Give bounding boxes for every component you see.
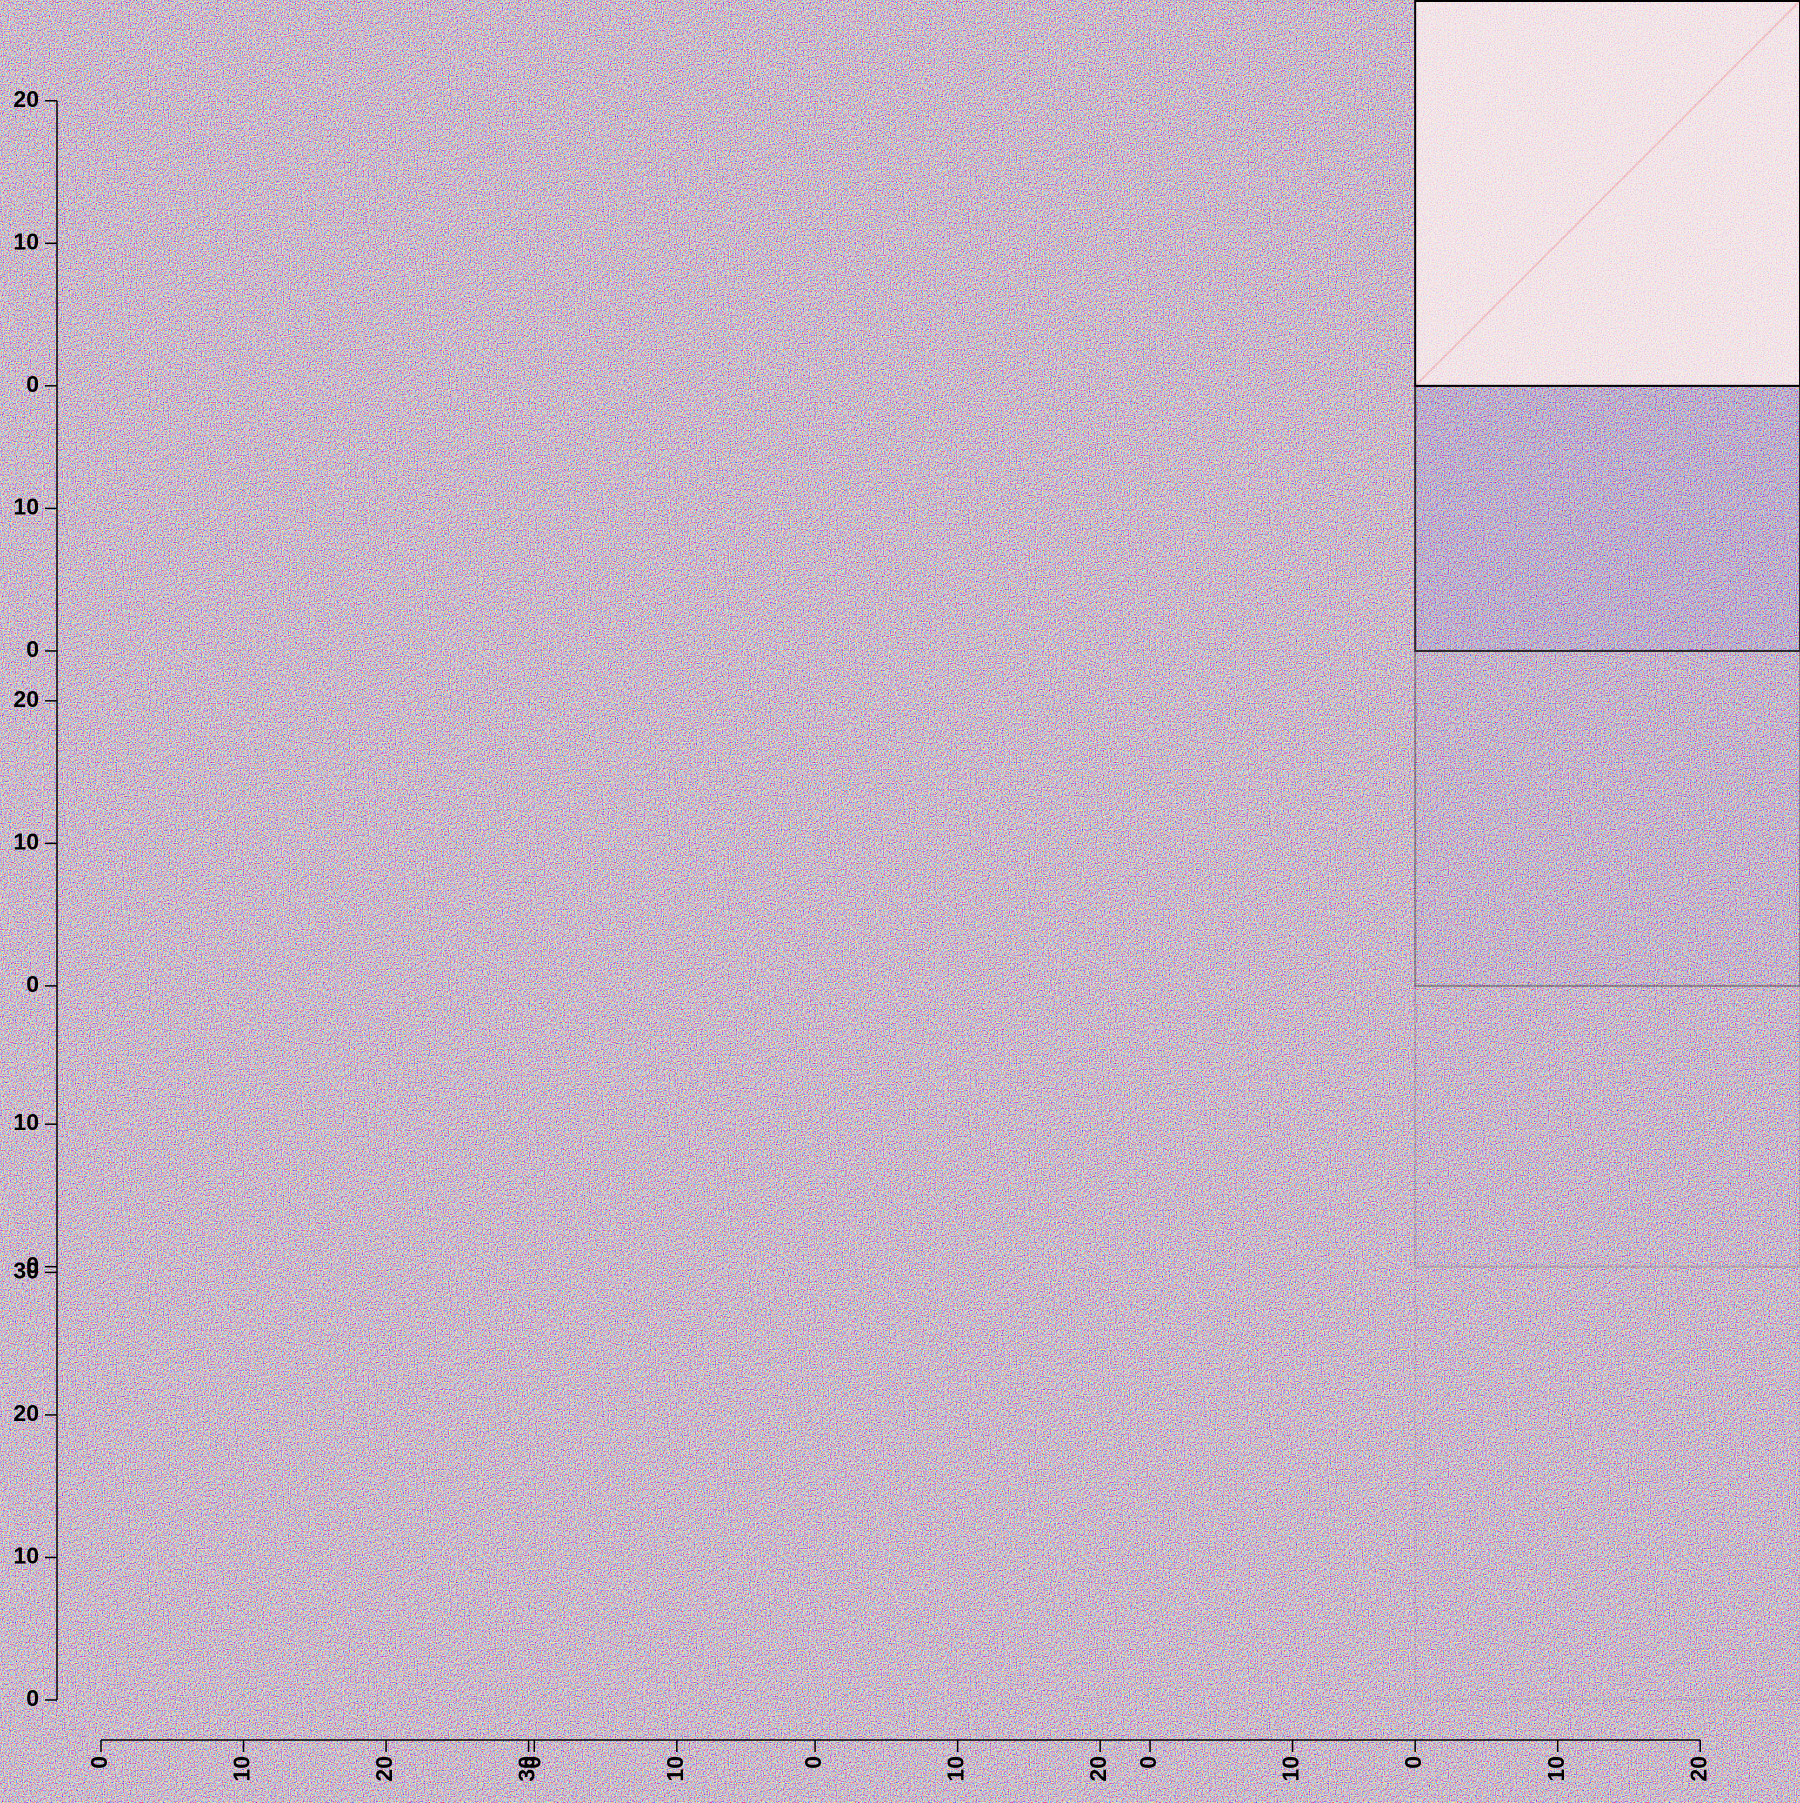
x-tick-label: 0 (1400, 1756, 1426, 1769)
y-tick-label: 10 (13, 828, 39, 854)
heatmap-noise (534, 650, 816, 986)
heatmap-noise (1150, 650, 1416, 986)
x-tick-label: 10 (1543, 1756, 1569, 1782)
x-tick-label: 10 (229, 1756, 255, 1782)
x-tick-label: 0 (800, 1756, 826, 1769)
x-tick-label: 10 (662, 1756, 688, 1782)
heatmap-noise (815, 1266, 1151, 1700)
x-tick-label: 0 (519, 1756, 545, 1769)
heatmap-noise (1415, 1266, 1800, 1700)
heatmap-noise (1415, 985, 1800, 1267)
heatmap-noise (1415, 1, 1800, 386)
heatmap-noise (1150, 385, 1416, 651)
y-tick-label: 10 (13, 1109, 39, 1135)
heatmap-noise (101, 385, 535, 651)
y-tick-label: 0 (26, 1685, 39, 1711)
heatmap-noise (815, 1, 1151, 386)
x-tick-label: 30 (514, 1756, 540, 1782)
heatmap-noise (534, 985, 816, 1267)
heatmap-noise (101, 1, 535, 386)
y-tick-label: 0 (26, 371, 39, 397)
heatmap-noise (1415, 385, 1800, 651)
y-tick-label: 20 (13, 86, 39, 112)
x-tick-label: 0 (86, 1756, 112, 1769)
y-tick-label: 0 (26, 1252, 39, 1278)
block-border (1414, 0, 1800, 387)
heatmap-noise (534, 385, 816, 651)
heatmap-noise (534, 1266, 816, 1700)
y-tick-label: 30 (13, 1257, 39, 1283)
y-tick-label: 10 (13, 1543, 39, 1569)
x-tick-label: 0 (1135, 1756, 1161, 1769)
x-tick-label: 20 (1685, 1756, 1711, 1782)
heatmap-noise (1150, 985, 1416, 1267)
heatmap-noise (815, 985, 1151, 1267)
heatmap-noise (1150, 1, 1416, 386)
x-tick-label: 20 (1085, 1756, 1111, 1782)
y-tick-label: 20 (13, 1400, 39, 1426)
x-tick-label: 20 (371, 1756, 397, 1782)
heatmap-noise (815, 385, 1151, 651)
heatmap-noise (101, 985, 535, 1267)
heatmap-noise (534, 1, 816, 386)
heatmap-noise (101, 650, 535, 986)
heatmap-noise (1150, 1266, 1416, 1700)
x-tick-label: 10 (943, 1756, 969, 1782)
heatmap-noise (815, 650, 1151, 986)
y-tick-label: 10 (13, 228, 39, 254)
heatmap (100, 0, 1800, 1701)
x-tick-label: 10 (1278, 1756, 1304, 1782)
y-tick-label: 10 (13, 493, 39, 519)
y-tick-label: 0 (26, 636, 39, 662)
axes: 0010102020303000101000101020200010100010… (13, 86, 1711, 1782)
heatmap-noise (101, 1266, 535, 1700)
y-tick-label: 20 (13, 686, 39, 712)
heatmap-noise (1415, 650, 1800, 986)
y-tick-label: 0 (26, 971, 39, 997)
